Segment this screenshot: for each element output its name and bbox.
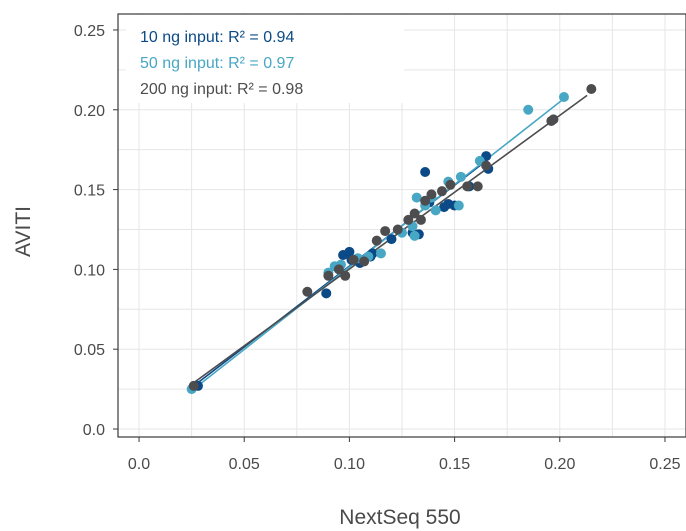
data-point xyxy=(415,214,426,225)
legend-entry-50ng: 50 ng input: R² = 0.97 xyxy=(140,55,294,72)
legend-separator: : xyxy=(228,81,237,98)
data-point xyxy=(323,270,334,281)
data-point xyxy=(548,114,559,125)
data-point xyxy=(472,181,483,192)
x-tick-label: 0.25 xyxy=(649,456,680,473)
legend-separator: : xyxy=(219,29,228,46)
data-point xyxy=(430,205,441,216)
y-tick-label: 0.25 xyxy=(74,23,105,40)
data-point xyxy=(348,254,359,265)
legend-entry-200ng: 200 ng input: R² = 0.98 xyxy=(140,81,303,98)
x-tick-label: 0.15 xyxy=(439,456,470,473)
data-points xyxy=(186,84,597,395)
legend-series-name: 200 ng input xyxy=(140,81,229,98)
data-point xyxy=(375,248,386,259)
data-point xyxy=(392,224,403,235)
data-point xyxy=(445,179,456,190)
data-point xyxy=(333,264,344,275)
data-point xyxy=(340,270,351,281)
y-tick-label: 0.05 xyxy=(74,342,105,359)
x-tick-label: 0.05 xyxy=(229,456,260,473)
data-point xyxy=(523,104,534,115)
legend-separator: : xyxy=(219,55,228,72)
x-axis-ticks: 0.0 0.05 0.10 0.15 0.20 0.25 xyxy=(128,437,681,473)
legend-series-name: 50 ng input xyxy=(140,55,220,72)
y-axis-title: AVITI xyxy=(12,206,35,257)
data-point xyxy=(586,84,597,95)
plot-border xyxy=(117,13,686,438)
x-tick-label: 0.20 xyxy=(544,456,575,473)
x-tick-label: 0.10 xyxy=(334,456,365,473)
legend-r2: R² = 0.94 xyxy=(228,29,294,46)
data-point xyxy=(359,256,370,267)
data-point xyxy=(344,246,355,257)
data-point xyxy=(411,192,422,203)
y-tick-label: 0.0 xyxy=(83,422,105,439)
data-point xyxy=(455,171,466,182)
data-point xyxy=(403,214,414,225)
data-point xyxy=(426,189,437,200)
data-point xyxy=(462,181,473,192)
y-axis-ticks: 0.0 0.05 0.10 0.15 0.20 0.25 xyxy=(74,23,118,439)
data-point xyxy=(420,167,431,178)
data-point xyxy=(371,235,382,246)
legend-series-name: 10 ng input xyxy=(140,29,220,46)
data-point xyxy=(188,380,199,391)
data-point xyxy=(386,234,397,245)
data-point xyxy=(409,230,420,241)
legend-background xyxy=(126,15,404,103)
y-tick-label: 0.15 xyxy=(74,183,105,200)
y-tick-label: 0.20 xyxy=(74,103,105,120)
data-point xyxy=(409,208,420,219)
data-point xyxy=(380,226,391,237)
legend-r2: R² = 0.98 xyxy=(237,81,303,98)
data-point xyxy=(558,92,569,103)
x-axis-title: NextSeq 550 xyxy=(339,506,460,529)
x-tick-label: 0.0 xyxy=(128,456,150,473)
data-point xyxy=(453,200,464,211)
y-tick-label: 0.10 xyxy=(74,262,105,279)
data-point xyxy=(481,160,492,171)
legend-r2: R² = 0.97 xyxy=(228,55,294,72)
legend: 10 ng input: R² = 0.94 50 ng input: R² =… xyxy=(126,15,404,103)
data-point xyxy=(302,286,313,297)
legend-entry-10ng: 10 ng input: R² = 0.94 xyxy=(140,29,294,46)
data-point xyxy=(420,195,431,206)
data-point xyxy=(321,288,332,299)
data-point xyxy=(436,186,447,197)
